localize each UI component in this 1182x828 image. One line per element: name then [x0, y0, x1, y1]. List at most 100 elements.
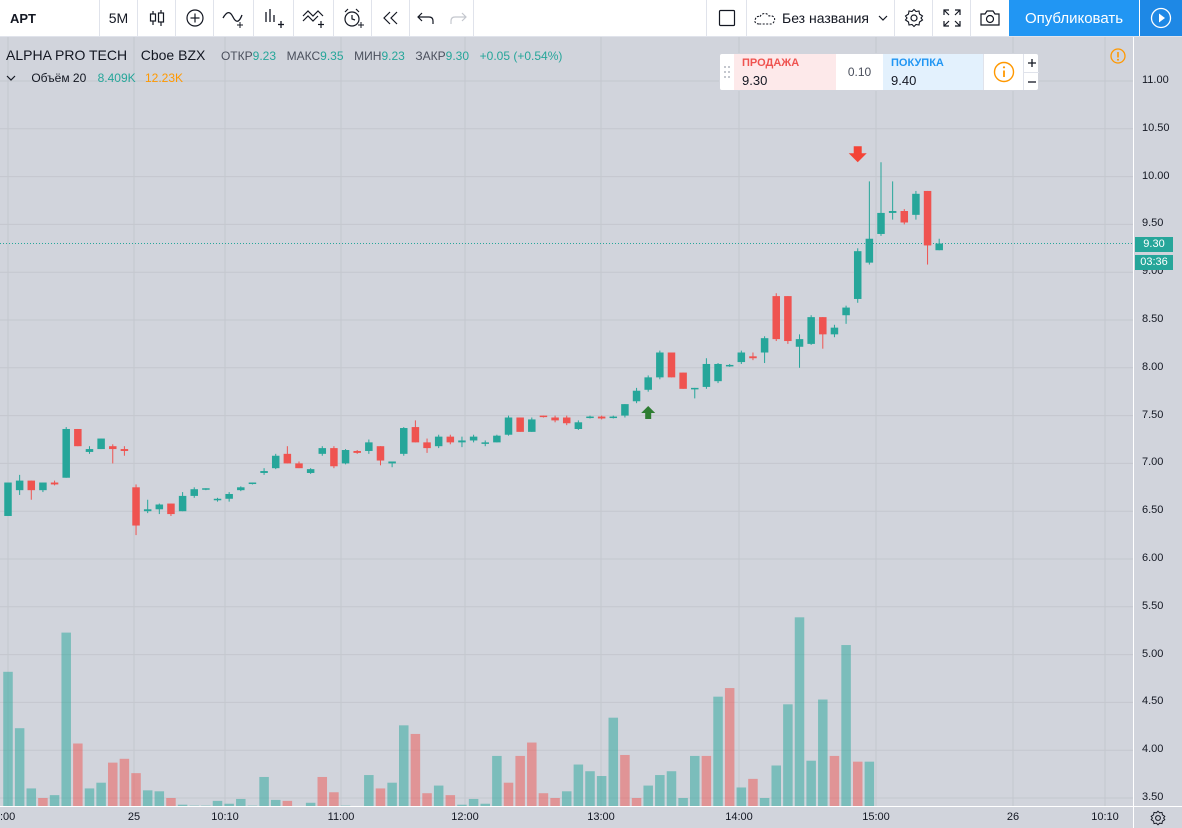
financials-icon	[264, 9, 284, 28]
volume-bar	[317, 776, 328, 806]
buy-button[interactable]: ПОКУПКА 9.40	[883, 54, 983, 90]
candle-body	[644, 377, 652, 390]
time-tick-label: 25	[127, 811, 141, 823]
indicators-icon	[221, 11, 243, 28]
candle-body	[202, 488, 210, 490]
price-tick-label: 6.50	[1142, 504, 1164, 517]
redo-icon	[449, 12, 467, 24]
volume-bar	[736, 787, 747, 806]
volume-bar	[73, 743, 83, 806]
volume-bar	[573, 764, 584, 806]
candle-body	[877, 212, 885, 234]
candle-body	[330, 448, 338, 467]
close-value: 9.30	[445, 49, 470, 63]
volume-bar	[631, 798, 642, 806]
time-tick-label: 10:10	[211, 811, 239, 823]
expand-button[interactable]	[933, 0, 971, 36]
volume-bar	[492, 755, 502, 806]
fullscreen-toggle-button[interactable]	[706, 0, 747, 36]
financials-button[interactable]	[254, 0, 294, 36]
volume-bar	[643, 785, 653, 806]
candle-body	[865, 238, 874, 263]
volume-bar	[724, 688, 735, 806]
indicators-button[interactable]	[214, 0, 254, 36]
compare-button[interactable]	[176, 0, 214, 36]
quantity-increase-button[interactable]	[1023, 54, 1040, 72]
volume-bar	[270, 799, 281, 806]
chart-type-button[interactable]	[138, 0, 176, 36]
symbol-search-button[interactable]: APT	[0, 0, 100, 36]
redo-button[interactable]	[442, 0, 474, 36]
candle-body	[551, 417, 559, 421]
candle-body	[586, 416, 594, 419]
chart-pane[interactable]: ALPHA PRO TECH Cboe BZX ОТКР9.23 МАКС9.3…	[0, 37, 1133, 806]
candle-body	[39, 482, 47, 491]
volume-bar	[375, 788, 386, 806]
rewind-icon	[382, 11, 397, 25]
square-icon	[718, 9, 735, 27]
time-tick-label: 11:00	[327, 811, 355, 823]
warning-button[interactable]	[1110, 48, 1126, 69]
candle-body	[830, 327, 839, 335]
volume-bar	[794, 617, 805, 806]
candle-body	[772, 296, 780, 340]
candle-body	[271, 455, 280, 469]
drag-handle-icon[interactable]	[723, 65, 731, 79]
volume-bar	[503, 782, 514, 806]
volume-bar	[608, 717, 619, 806]
candle-body	[493, 435, 501, 443]
cloud-icon	[754, 12, 776, 25]
candle-body	[341, 450, 350, 464]
alarm-clock-icon	[343, 8, 364, 28]
info-button[interactable]	[983, 54, 1024, 90]
open-label: ОТКР	[220, 49, 253, 63]
candle-body	[388, 461, 396, 464]
candle-body	[842, 307, 850, 316]
candle-body	[609, 416, 618, 419]
volume-bar	[841, 645, 851, 806]
candle-body	[74, 428, 82, 447]
axis-settings-button[interactable]	[1133, 806, 1182, 828]
volume-bar	[445, 795, 456, 806]
publish-button[interactable]: Опубликовать	[1009, 0, 1139, 36]
candle-body	[784, 296, 792, 342]
gear-icon	[904, 8, 923, 28]
candle-body	[155, 504, 164, 510]
templates-button[interactable]	[294, 0, 334, 36]
info-icon	[993, 61, 1015, 83]
candle-body	[458, 440, 466, 443]
price-axis[interactable]: 11.00 10.50 10.00 9.50 9.00 8.50 8.00 7.50 7.00 6…	[1133, 37, 1182, 806]
alert-button[interactable]	[334, 0, 372, 36]
volume-bar	[38, 798, 48, 806]
volume-legend[interactable]: Объём 20 8.409K 12.23K	[6, 71, 183, 85]
camera-icon	[980, 10, 1000, 26]
last-price-badge: 9.30	[1135, 236, 1173, 252]
chevron-down-icon[interactable]	[6, 74, 16, 82]
volume-bar	[759, 798, 770, 806]
settings-button[interactable]	[895, 0, 933, 36]
spread-value: 0.10	[847, 65, 872, 79]
layout-name-button[interactable]: Без названия	[747, 0, 895, 36]
undo-button[interactable]	[410, 0, 442, 36]
time-axis[interactable]: :00 25 10:10 11:00 12:00 13:00 14:00 15:00 26 10:…	[0, 806, 1133, 828]
volume-bar	[282, 800, 293, 806]
high-value: 9.35	[320, 49, 344, 63]
volume-bar	[84, 788, 95, 806]
play-button[interactable]	[1140, 0, 1182, 36]
snapshot-button[interactable]	[971, 0, 1009, 36]
candle-body	[190, 489, 198, 496]
replay-button[interactable]	[372, 0, 410, 36]
volume-bar	[480, 803, 490, 806]
candle-body	[306, 469, 315, 473]
price-chart[interactable]	[0, 37, 1133, 806]
sell-signal-arrow-icon	[848, 146, 867, 163]
quantity-decrease-button[interactable]	[1023, 72, 1039, 90]
volume-bar	[561, 791, 572, 806]
price-tick-label: 5.00	[1142, 647, 1164, 660]
interval-button[interactable]: 5M	[100, 0, 138, 36]
volume-bar	[119, 758, 130, 806]
candle-body	[725, 364, 734, 367]
volume-bar	[550, 798, 560, 806]
candle-body	[737, 352, 746, 363]
sell-button[interactable]: ПРОДАЖА 9.30	[734, 54, 836, 90]
